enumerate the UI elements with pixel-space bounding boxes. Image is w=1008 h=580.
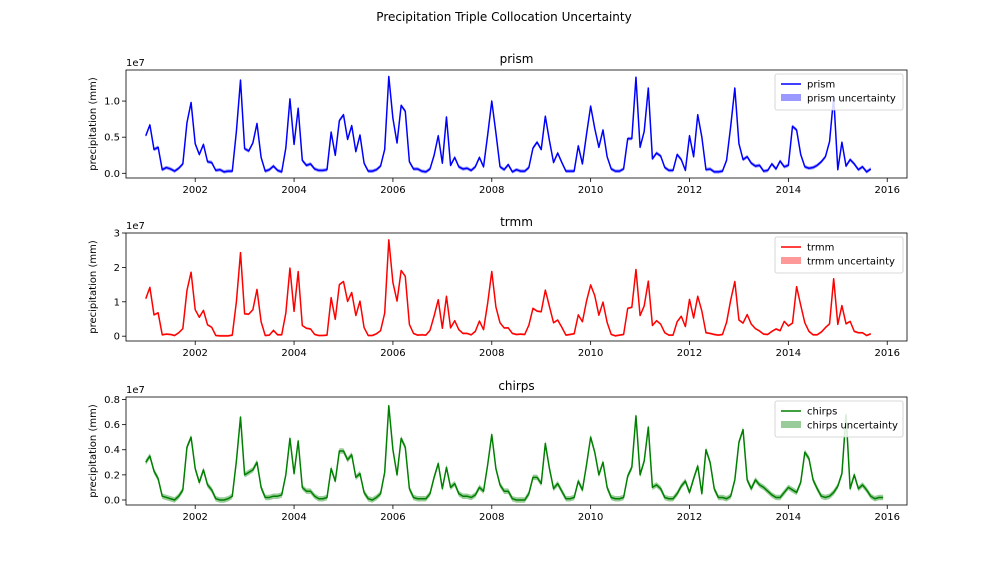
axis-scale-label: 1e7 bbox=[126, 221, 145, 232]
axes-frame bbox=[125, 232, 908, 342]
series-line bbox=[145, 405, 884, 501]
legend: trmm trmm uncertainty bbox=[774, 236, 904, 274]
series-line bbox=[145, 75, 872, 173]
x-tick-label: 2016 bbox=[875, 348, 900, 359]
subplot-chirps: chirps 1e7 precipitation (mm) 2002 2004 2006 2… bbox=[88, 379, 908, 523]
x-tick-label: 2014 bbox=[776, 185, 801, 196]
subplot-title: chirps bbox=[498, 379, 534, 393]
figure-title: Precipitation Triple Collocation Uncerta… bbox=[376, 10, 632, 24]
y-tick-label: 1.0 bbox=[104, 97, 120, 108]
x-tick-label: 2004 bbox=[281, 512, 306, 523]
legend-box bbox=[774, 73, 904, 111]
legend-line-label: chirps bbox=[807, 407, 837, 418]
axis-scale-label: 1e7 bbox=[126, 385, 145, 396]
legend-box bbox=[774, 236, 904, 274]
x-tick-label: 2012 bbox=[677, 512, 702, 523]
legend-line-label: prism bbox=[807, 80, 835, 91]
y-tick-label: 0.5 bbox=[104, 133, 120, 144]
x-tick-label: 2010 bbox=[578, 185, 603, 196]
y-tick-label: 1 bbox=[114, 297, 120, 308]
x-tick-label: 2012 bbox=[677, 348, 702, 359]
x-tick-label: 2002 bbox=[182, 348, 207, 359]
y-tick-label: 0.6 bbox=[104, 420, 120, 431]
axis-scale-label: 1e7 bbox=[126, 58, 145, 69]
x-tick-label: 2008 bbox=[479, 348, 504, 359]
legend-band-swatch bbox=[781, 257, 801, 264]
y-tick-label: 3 bbox=[114, 229, 120, 240]
legend-line-label: trmm bbox=[807, 243, 834, 254]
legend-band-label: chirps uncertainty bbox=[807, 421, 898, 432]
x-tick-label: 2006 bbox=[380, 348, 405, 359]
x-tick-label: 2004 bbox=[281, 348, 306, 359]
x-tick-label: 2014 bbox=[776, 348, 801, 359]
uncertainty-band bbox=[145, 403, 884, 503]
y-tick-label: 0.4 bbox=[104, 445, 120, 456]
x-tick-label: 2004 bbox=[281, 185, 306, 196]
y-axis-label: precipitation (mm) bbox=[88, 77, 99, 171]
subplot-trmm: trmm 1e7 precipitation (mm) 2002 2004 2006 200… bbox=[88, 215, 908, 359]
legend-band-swatch bbox=[781, 421, 801, 428]
uncertainty-band bbox=[145, 74, 871, 174]
x-tick-label: 2010 bbox=[578, 512, 603, 523]
x-tick-label: 2008 bbox=[479, 512, 504, 523]
x-tick-label: 2006 bbox=[380, 185, 405, 196]
x-tick-label: 2016 bbox=[875, 512, 900, 523]
axes-frame bbox=[125, 396, 908, 506]
y-axis-label: precipitation (mm) bbox=[88, 404, 99, 498]
subplot-title: prism bbox=[500, 52, 534, 66]
y-axis-label: precipitation (mm) bbox=[88, 240, 99, 334]
x-tick-label: 2002 bbox=[182, 512, 207, 523]
y-tick-label: 0.2 bbox=[104, 470, 120, 481]
series-line bbox=[145, 239, 872, 337]
subplot-prism: prism 1e7 precipitation (mm) 2002 2004 2006 20… bbox=[88, 52, 908, 196]
y-tick-label: 0.0 bbox=[104, 169, 120, 180]
legend-band-label: prism uncertainty bbox=[807, 94, 896, 105]
x-tick-label: 2002 bbox=[182, 185, 207, 196]
axes-frame bbox=[125, 69, 908, 179]
legend-band-swatch bbox=[781, 94, 801, 101]
legend-box bbox=[774, 400, 904, 438]
y-tick-label: 0.0 bbox=[104, 495, 120, 506]
y-tick-label: 2 bbox=[114, 263, 120, 274]
legend: chirps chirps uncertainty bbox=[774, 400, 904, 438]
x-tick-label: 2008 bbox=[479, 185, 504, 196]
y-tick-label: 0.8 bbox=[104, 395, 120, 406]
uncertainty-band bbox=[145, 238, 871, 337]
y-tick-label: 0 bbox=[114, 332, 120, 343]
legend-band-label: trmm uncertainty bbox=[807, 257, 895, 268]
x-tick-label: 2012 bbox=[677, 185, 702, 196]
legend: prism prism uncertainty bbox=[774, 73, 904, 111]
x-tick-label: 2006 bbox=[380, 512, 405, 523]
x-tick-label: 2010 bbox=[578, 348, 603, 359]
subplot-title: trmm bbox=[500, 215, 533, 229]
x-tick-label: 2016 bbox=[875, 185, 900, 196]
x-tick-label: 2014 bbox=[776, 512, 801, 523]
